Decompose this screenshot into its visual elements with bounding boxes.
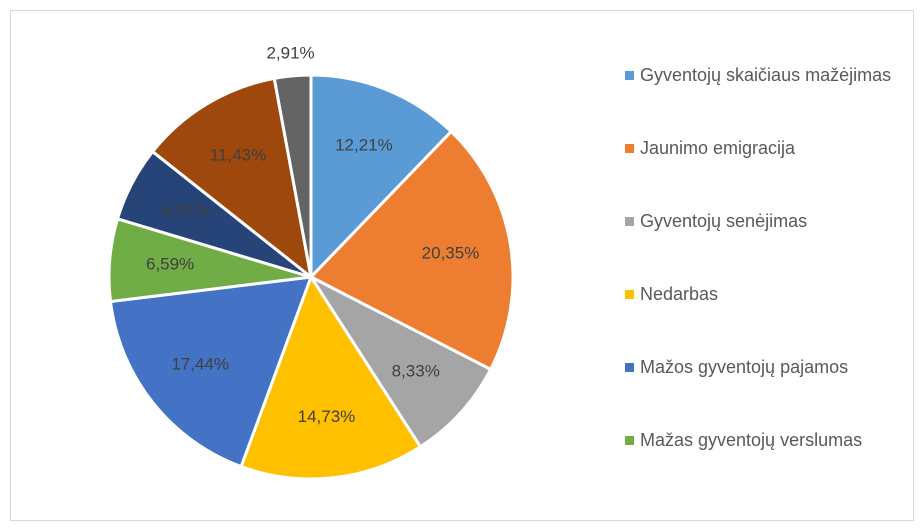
data-label: 17,44% bbox=[171, 354, 229, 373]
legend-label: Nedarbas bbox=[640, 284, 719, 304]
pie-slice bbox=[239, 273, 423, 481]
legend-label: Mažas gyventojų verslumas bbox=[640, 430, 863, 450]
legend-label: Mažos gyventojų pajamos bbox=[640, 357, 849, 377]
data-label: 11,43% bbox=[210, 145, 266, 164]
pie-slice bbox=[272, 73, 313, 278]
pie-slice bbox=[108, 275, 314, 469]
data-label: 12,21% bbox=[335, 135, 393, 154]
pie-slice bbox=[309, 73, 454, 281]
pie-slice bbox=[308, 129, 515, 372]
legend-label: Jaunimo emigracija bbox=[640, 138, 796, 158]
legend-swatch bbox=[625, 290, 634, 299]
pie-slice bbox=[150, 76, 314, 281]
data-label: 14,73% bbox=[298, 407, 356, 426]
legend-swatch bbox=[625, 436, 634, 445]
legend-label: Gyventojų senėjimas bbox=[640, 211, 808, 231]
data-label: 2,91% bbox=[266, 43, 314, 62]
data-label: 6,59% bbox=[146, 254, 194, 273]
data-label: 8,33% bbox=[392, 361, 440, 380]
legend-swatch bbox=[625, 71, 634, 80]
pie-slice bbox=[306, 273, 493, 449]
data-label: 20,35% bbox=[422, 243, 480, 262]
legend-swatch bbox=[625, 144, 634, 153]
legend-label: Gyventojų skaičiaus mažėjimas bbox=[640, 65, 892, 85]
legend-swatch bbox=[625, 363, 634, 372]
legend-swatch bbox=[625, 217, 634, 226]
data-label: 6,01% bbox=[162, 201, 210, 220]
